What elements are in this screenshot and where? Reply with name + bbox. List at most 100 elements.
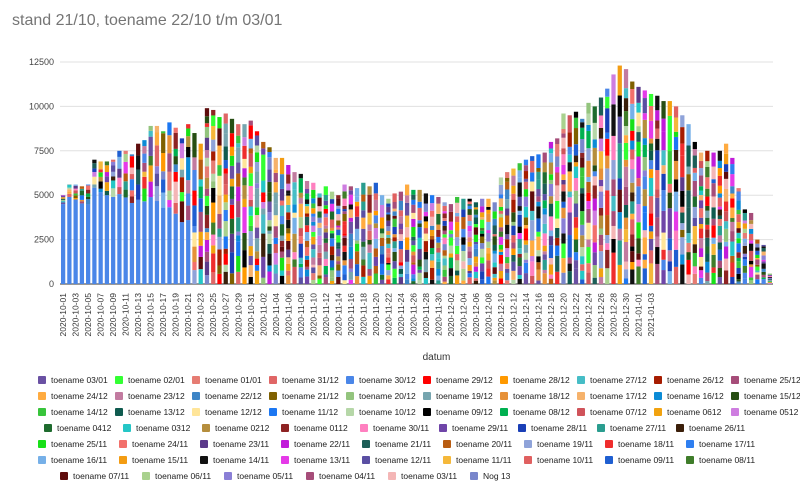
bar-segment — [480, 206, 485, 213]
bar-segment — [636, 102, 641, 113]
bar-segment — [373, 210, 378, 216]
bar-stack — [436, 196, 441, 284]
bar-segment — [742, 245, 747, 254]
bar-segment — [348, 268, 353, 272]
legend-item: toename 14/11 — [200, 455, 269, 465]
x-tick-label: 2020-10-01 — [58, 293, 68, 337]
bar-segment — [630, 119, 635, 131]
bar-segment — [298, 217, 303, 229]
bar-segment — [655, 95, 660, 111]
bar-segment — [154, 125, 160, 133]
bar-segment — [211, 160, 216, 174]
bar-segment — [236, 217, 241, 232]
bar-segment — [648, 213, 654, 226]
bar-stack — [179, 138, 185, 284]
bar-segment — [323, 274, 328, 278]
bar-segment — [242, 177, 247, 186]
bar-segment — [742, 272, 747, 279]
bar-segment — [611, 104, 616, 136]
bar-segment — [179, 138, 185, 144]
bar-stack — [223, 113, 228, 284]
bar-segment — [373, 193, 378, 200]
bar-segment — [211, 187, 216, 203]
bar-segment — [236, 231, 241, 236]
bar-segment — [379, 228, 385, 234]
bar-segment — [492, 234, 497, 237]
bar-segment — [680, 143, 685, 156]
bar-segment — [430, 216, 435, 226]
bar-stack — [373, 182, 378, 284]
bar-segment — [254, 152, 260, 163]
bar-segment — [598, 268, 604, 278]
bar-segment — [730, 262, 735, 278]
bar-segment — [254, 251, 260, 259]
bar-segment — [767, 280, 772, 282]
legend-item: toename 0112 — [281, 423, 348, 433]
bar-segment — [254, 199, 260, 208]
bar-segment — [136, 169, 141, 185]
bar-segment — [573, 117, 579, 129]
bar-segment — [154, 166, 160, 174]
legend-item: toename 27/11 — [597, 423, 666, 433]
legend-item: toename 24/11 — [119, 439, 188, 449]
bar-segment — [267, 169, 272, 182]
bar-segment — [323, 232, 328, 239]
legend-swatch — [38, 456, 46, 464]
bar-segment — [698, 168, 704, 176]
bar-segment — [386, 226, 391, 232]
legend-item: toename 19/12 — [423, 391, 493, 401]
bar-stack — [736, 188, 741, 284]
bar-segment — [648, 225, 654, 232]
bar-segment — [748, 220, 754, 224]
bar-segment — [661, 190, 666, 211]
bar-segment — [304, 203, 310, 207]
bar-segment — [392, 248, 397, 252]
bar-stack — [148, 125, 153, 284]
bar-segment — [630, 213, 635, 220]
bar-segment — [423, 211, 429, 217]
bar-segment — [211, 115, 216, 127]
bar-stack — [523, 159, 529, 284]
bar-segment — [692, 155, 697, 168]
legend-label: toename 15/11 — [132, 455, 189, 465]
bar-segment — [711, 218, 716, 226]
bar-segment — [742, 256, 747, 260]
bar-segment — [605, 108, 610, 133]
bar-segment — [542, 233, 547, 246]
bar-segment — [298, 228, 303, 237]
bar-segment — [273, 264, 278, 274]
legend-swatch — [346, 376, 354, 384]
bar-stack — [586, 102, 591, 284]
bar-segment — [717, 235, 722, 243]
bar-segment — [630, 251, 635, 263]
bar-segment — [304, 259, 310, 267]
bar-segment — [698, 256, 704, 267]
legend-item: toename 03/11 — [388, 471, 457, 481]
bar-segment — [142, 162, 147, 172]
bar-segment — [336, 246, 341, 249]
bar-segment — [555, 172, 560, 186]
bar-segment — [173, 164, 178, 172]
bar-segment — [386, 257, 391, 263]
bar-segment — [323, 265, 328, 275]
bar-stack — [129, 154, 135, 284]
legend-swatch — [500, 408, 508, 416]
bar-segment — [398, 249, 403, 263]
bar-segment — [736, 200, 741, 210]
bar-segment — [279, 275, 285, 284]
bar-segment — [311, 264, 316, 268]
bar-segment — [723, 143, 729, 154]
bar-segment — [717, 260, 722, 269]
legend-item: toename 15/12 — [731, 391, 800, 401]
bar-segment — [342, 274, 347, 281]
bar-segment — [367, 224, 372, 231]
bar-segment — [417, 227, 422, 238]
bar-segment — [730, 221, 735, 232]
bar-segment — [236, 124, 241, 136]
bar-segment — [673, 160, 679, 180]
bar-stack — [655, 95, 660, 284]
bar-segment — [379, 274, 385, 280]
bar-segment — [386, 237, 391, 244]
bar-segment — [642, 138, 647, 145]
